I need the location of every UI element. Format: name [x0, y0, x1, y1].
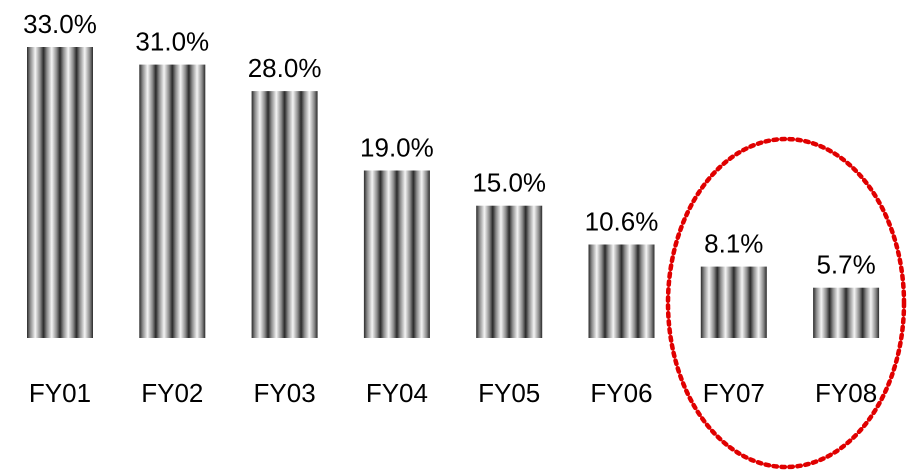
tick-label-fy01: FY01 [29, 378, 91, 408]
bar-fy06 [588, 244, 655, 338]
bar-fy01 [27, 47, 93, 338]
tick-label-fy04: FY04 [366, 378, 428, 408]
tick-label-fy05: FY05 [478, 378, 540, 408]
tick-label-fy03: FY03 [254, 378, 316, 408]
value-label-fy08: 5.7% [816, 250, 875, 280]
highlight-ellipse [665, 136, 907, 470]
bar-fy08 [813, 287, 880, 338]
highlight-layer [665, 136, 907, 470]
value-labels-layer: 33.0% 31.0% 28.0% 19.0% 15.0% 10.6% 8.1% 5.7% [23, 9, 876, 280]
bar-fy02 [139, 64, 206, 338]
tick-label-fy08: FY08 [815, 378, 877, 408]
bars-layer [27, 47, 880, 338]
tick-label-fy02: FY02 [141, 378, 203, 408]
value-label-fy02: 31.0% [135, 27, 209, 57]
bar-fy03 [251, 91, 318, 338]
value-label-fy03: 28.0% [248, 53, 322, 83]
tick-label-fy06: FY06 [590, 378, 652, 408]
value-label-fy01: 33.0% [23, 9, 97, 39]
bar-fy07 [700, 266, 767, 338]
value-label-fy07: 8.1% [704, 229, 763, 259]
value-label-fy06: 10.6% [585, 207, 659, 237]
bar-fy05 [476, 205, 543, 338]
value-label-fy05: 15.0% [472, 168, 546, 198]
value-label-fy04: 19.0% [360, 133, 434, 163]
bar-fy04 [363, 170, 430, 338]
tick-label-fy07: FY07 [703, 378, 765, 408]
x-axis-tick-labels: FY01 FY02 FY03 FY04 FY05 FY06 FY07 FY08 [29, 378, 877, 408]
